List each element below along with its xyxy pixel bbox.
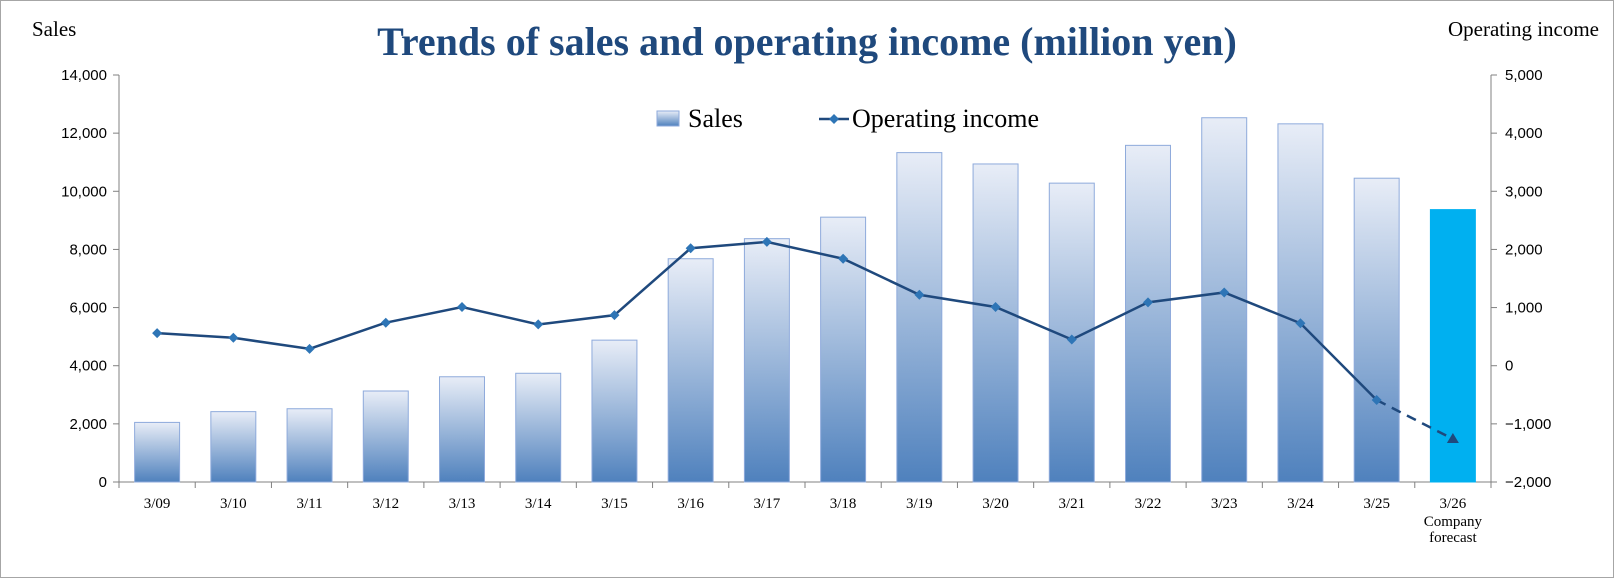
income-marker bbox=[304, 343, 315, 354]
sales-bar bbox=[1125, 144, 1171, 483]
left-tick-label: 10,000 bbox=[61, 183, 107, 200]
income-marker bbox=[609, 310, 620, 321]
income-marker bbox=[533, 319, 544, 330]
right-tick-label: 4,000 bbox=[1505, 125, 1543, 142]
sales-bar bbox=[1353, 177, 1400, 483]
bars bbox=[134, 117, 1476, 483]
sales-bar bbox=[1277, 123, 1324, 483]
x-tick-label: 3/24 bbox=[1287, 496, 1314, 512]
income-marker bbox=[990, 301, 1001, 312]
x-tick-sublabel: forecast bbox=[1429, 530, 1477, 546]
x-tick-label: 3/10 bbox=[220, 496, 247, 512]
x-tick-label: 3/25 bbox=[1363, 496, 1390, 512]
x-tick-label: 3/13 bbox=[449, 496, 476, 512]
legend-income-marker bbox=[829, 114, 839, 124]
sales-bar bbox=[515, 372, 562, 483]
right-tick-label: 0 bbox=[1505, 358, 1513, 375]
x-tick-label: 3/20 bbox=[982, 496, 1009, 512]
x-tick-label: 3/26 bbox=[1440, 496, 1467, 512]
x-tick-label: 3/22 bbox=[1135, 496, 1162, 512]
right-tick-label: 3,000 bbox=[1505, 183, 1543, 200]
x-tick-sublabel: Company bbox=[1424, 514, 1483, 530]
right-tick-label: 1,000 bbox=[1505, 300, 1543, 317]
income-marker bbox=[380, 317, 391, 328]
x-tick-label: 3/19 bbox=[906, 496, 933, 512]
income-marker bbox=[914, 289, 925, 300]
income-marker bbox=[1143, 297, 1153, 308]
income-marker bbox=[685, 243, 696, 254]
legend: Sales Operating income bbox=[656, 104, 1039, 133]
x-tick-label: 3/09 bbox=[144, 496, 171, 512]
x-tick-label: 3/12 bbox=[372, 496, 399, 512]
chart-title: Trends of sales and operating income (mi… bbox=[377, 19, 1237, 64]
x-tick-label: 3/16 bbox=[677, 496, 704, 512]
sales-bar bbox=[439, 376, 485, 483]
income-marker bbox=[1066, 334, 1077, 345]
x-tick-label: 3/15 bbox=[601, 496, 628, 512]
legend-sales-label: Sales bbox=[688, 104, 743, 133]
sales-bar bbox=[286, 408, 333, 483]
legend-sales-swatch bbox=[656, 110, 680, 127]
income-marker bbox=[1219, 287, 1230, 298]
left-tick-label: 4,000 bbox=[69, 358, 107, 375]
left-tick-label: 6,000 bbox=[69, 300, 107, 317]
sales-bar bbox=[362, 390, 409, 483]
right-tick-label: 5,000 bbox=[1505, 67, 1543, 84]
income-marker bbox=[1371, 395, 1382, 406]
income-marker bbox=[457, 301, 467, 312]
left-axis-label: Sales bbox=[32, 17, 76, 41]
left-tick-label: 14,000 bbox=[61, 67, 107, 84]
left-tick-label: 12,000 bbox=[61, 125, 107, 142]
sales-bar bbox=[896, 152, 943, 483]
x-tick-label: 3/11 bbox=[296, 496, 322, 512]
legend-income-label: Operating income bbox=[852, 104, 1039, 133]
income-marker bbox=[761, 236, 772, 247]
x-tick-label: 3/17 bbox=[754, 496, 781, 512]
sales-bar bbox=[667, 258, 714, 483]
x-tick-label: 3/14 bbox=[525, 496, 552, 512]
axes: 0 2,000 4,000 6,000 8,000 10,000 12,000 14,000 −… bbox=[61, 67, 1551, 546]
right-tick-label: −2,000 bbox=[1505, 474, 1551, 491]
x-tick-label: 3/23 bbox=[1211, 496, 1238, 512]
sales-bar bbox=[743, 238, 790, 483]
x-tick-label: 3/18 bbox=[830, 496, 857, 512]
income-marker bbox=[1295, 318, 1306, 329]
income-line-forecast bbox=[1376, 398, 1454, 441]
left-tick-label: 8,000 bbox=[69, 241, 107, 258]
left-tick-label: 2,000 bbox=[69, 416, 107, 433]
x-tick-label: 3/21 bbox=[1058, 496, 1085, 512]
right-tick-label: −1,000 bbox=[1505, 416, 1551, 433]
income-marker bbox=[152, 328, 163, 339]
left-tick-label: 0 bbox=[99, 474, 107, 491]
right-axis-label: Operating income bbox=[1448, 17, 1599, 41]
sales-bar bbox=[591, 339, 638, 483]
sales-bar bbox=[1201, 117, 1248, 483]
sales-bar bbox=[134, 421, 181, 483]
right-tick-label: 2,000 bbox=[1505, 241, 1543, 258]
sales-bar bbox=[972, 163, 1019, 483]
operating-income-line bbox=[152, 236, 1459, 443]
income-marker bbox=[228, 332, 239, 343]
sales-bar bbox=[210, 411, 257, 483]
income-forecast-marker bbox=[1446, 432, 1459, 443]
